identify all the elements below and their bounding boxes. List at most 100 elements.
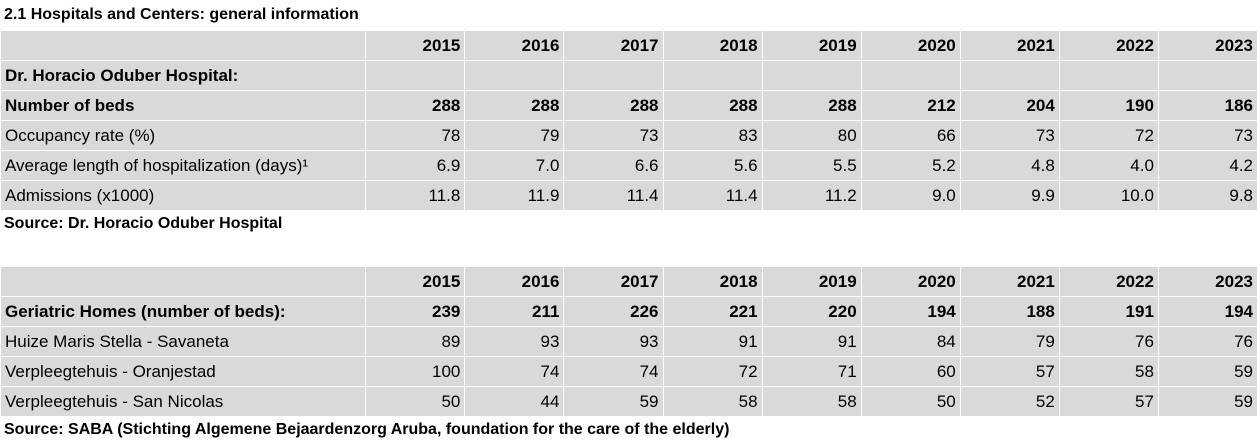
value-cell: 190: [1058, 90, 1159, 121]
value-cell: 4.0: [1058, 150, 1159, 181]
value-cell: 59: [1157, 386, 1259, 417]
table-row: Huize Maris Stella - Savaneta 89 93 93 91 91 8…: [0, 326, 1259, 357]
empty-cell: [761, 60, 862, 91]
value-cell: 288: [563, 90, 664, 121]
value-cell: 59: [563, 386, 664, 417]
year-header-cell: 2022: [1058, 30, 1159, 61]
value-cell: 71: [761, 356, 862, 387]
value-cell: 100: [365, 356, 466, 387]
value-cell: 9.0: [860, 180, 961, 211]
empty-cell: [464, 60, 565, 91]
value-cell: 4.8: [959, 150, 1060, 181]
row-label: Huize Maris Stella - Savaneta: [0, 326, 367, 357]
table-row: Geriatric Homes (number of beds): 239 211 2…: [0, 296, 1259, 327]
value-cell: 58: [1058, 356, 1159, 387]
year-header-cell: 2018: [662, 266, 763, 297]
value-cell: 9.8: [1157, 180, 1259, 211]
year-header-cell: 2019: [761, 30, 862, 61]
value-cell: 84: [860, 326, 961, 357]
value-cell: 11.9: [464, 180, 565, 211]
value-cell: 5.6: [662, 150, 763, 181]
row-label: Geriatric Homes (number of beds):: [0, 296, 367, 327]
year-header-cell: 2017: [563, 30, 664, 61]
value-cell: 57: [959, 356, 1060, 387]
value-cell: 4.2: [1157, 150, 1259, 181]
value-cell: 76: [1157, 326, 1259, 357]
value-cell: 50: [365, 386, 466, 417]
empty-cell: [860, 60, 961, 91]
value-cell: 211: [464, 296, 565, 327]
value-cell: 11.8: [365, 180, 466, 211]
value-cell: 72: [1058, 120, 1159, 151]
table-row: Average length of hospitalization (days)…: [0, 150, 1259, 181]
empty-cell: [959, 60, 1060, 91]
year-header-cell: 2016: [464, 30, 565, 61]
row-label: Occupancy rate (%): [0, 120, 367, 151]
value-cell: 11.4: [662, 180, 763, 211]
value-cell: 50: [860, 386, 961, 417]
value-cell: 91: [761, 326, 862, 357]
value-cell: 288: [662, 90, 763, 121]
value-cell: 239: [365, 296, 466, 327]
value-cell: 73: [959, 120, 1060, 151]
value-cell: 79: [959, 326, 1060, 357]
value-cell: 60: [860, 356, 961, 387]
table-row: Number of beds 288 288 288 288 288 212 204 190 18…: [0, 90, 1259, 121]
value-cell: 186: [1157, 90, 1259, 121]
value-cell: 73: [1157, 120, 1259, 151]
value-cell: 226: [563, 296, 664, 327]
hospital-name: Dr. Horacio Oduber Hospital:: [0, 60, 367, 91]
hospital-table: 2015 2016 2017 2018 2019 2020 2021 2022 2023 Dr.…: [0, 30, 1259, 211]
value-cell: 9.9: [959, 180, 1060, 211]
value-cell: 221: [662, 296, 763, 327]
row-label: Number of beds: [0, 90, 367, 121]
value-cell: 93: [464, 326, 565, 357]
section-title: 2.1 Hospitals and Centers: general infor…: [4, 6, 359, 23]
value-cell: 11.4: [563, 180, 664, 211]
empty-cell: [563, 60, 664, 91]
empty-cell: [365, 60, 466, 91]
row-label: Average length of hospitalization (days)…: [0, 150, 367, 181]
value-cell: 91: [662, 326, 763, 357]
geriatric-table: 2015 2016 2017 2018 2019 2020 2021 2022 2023 Ger…: [0, 266, 1259, 417]
value-cell: 83: [662, 120, 763, 151]
year-header-cell: 2023: [1157, 266, 1259, 297]
row-label: Verpleegtehuis - Oranjestad: [0, 356, 367, 387]
value-cell: 73: [563, 120, 664, 151]
empty-cell: [662, 60, 763, 91]
value-cell: 59: [1157, 356, 1259, 387]
year-header-cell: 2020: [860, 266, 961, 297]
value-cell: 80: [761, 120, 862, 151]
value-cell: 10.0: [1058, 180, 1159, 211]
value-cell: 5.5: [761, 150, 862, 181]
year-header-cell: 2021: [959, 266, 1060, 297]
value-cell: 5.2: [860, 150, 961, 181]
year-header-cell: 2020: [860, 30, 961, 61]
value-cell: 191: [1058, 296, 1159, 327]
row-label: Admissions (x1000): [0, 180, 367, 211]
value-cell: 7.0: [464, 150, 565, 181]
value-cell: 194: [1157, 296, 1259, 327]
hospital-source: Source: Dr. Horacio Oduber Hospital: [4, 215, 283, 232]
value-cell: 79: [464, 120, 565, 151]
year-header-cell: 2016: [464, 266, 565, 297]
value-cell: 212: [860, 90, 961, 121]
table-row: Verpleegtehuis - San Nicolas 50 44 59 58 58 50…: [0, 386, 1259, 417]
value-cell: 93: [563, 326, 664, 357]
year-header-cell: 2015: [365, 266, 466, 297]
empty-cell: [1058, 60, 1159, 91]
year-header-cell: 2022: [1058, 266, 1159, 297]
header-label-cell: [0, 30, 367, 61]
year-header-row: 2015 2016 2017 2018 2019 2020 2021 2022 2023: [0, 30, 1259, 61]
table-row: Occupancy rate (%) 78 79 73 83 80 66 73 72 73: [0, 120, 1259, 151]
value-cell: 58: [761, 386, 862, 417]
year-header-cell: 2021: [959, 30, 1060, 61]
value-cell: 6.9: [365, 150, 466, 181]
year-header-cell: 2018: [662, 30, 763, 61]
geriatric-source: Source: SABA (Stichting Algemene Bejaard…: [4, 421, 730, 438]
year-header-cell: 2015: [365, 30, 466, 61]
value-cell: 204: [959, 90, 1060, 121]
value-cell: 57: [1058, 386, 1159, 417]
value-cell: 66: [860, 120, 961, 151]
value-cell: 76: [1058, 326, 1159, 357]
